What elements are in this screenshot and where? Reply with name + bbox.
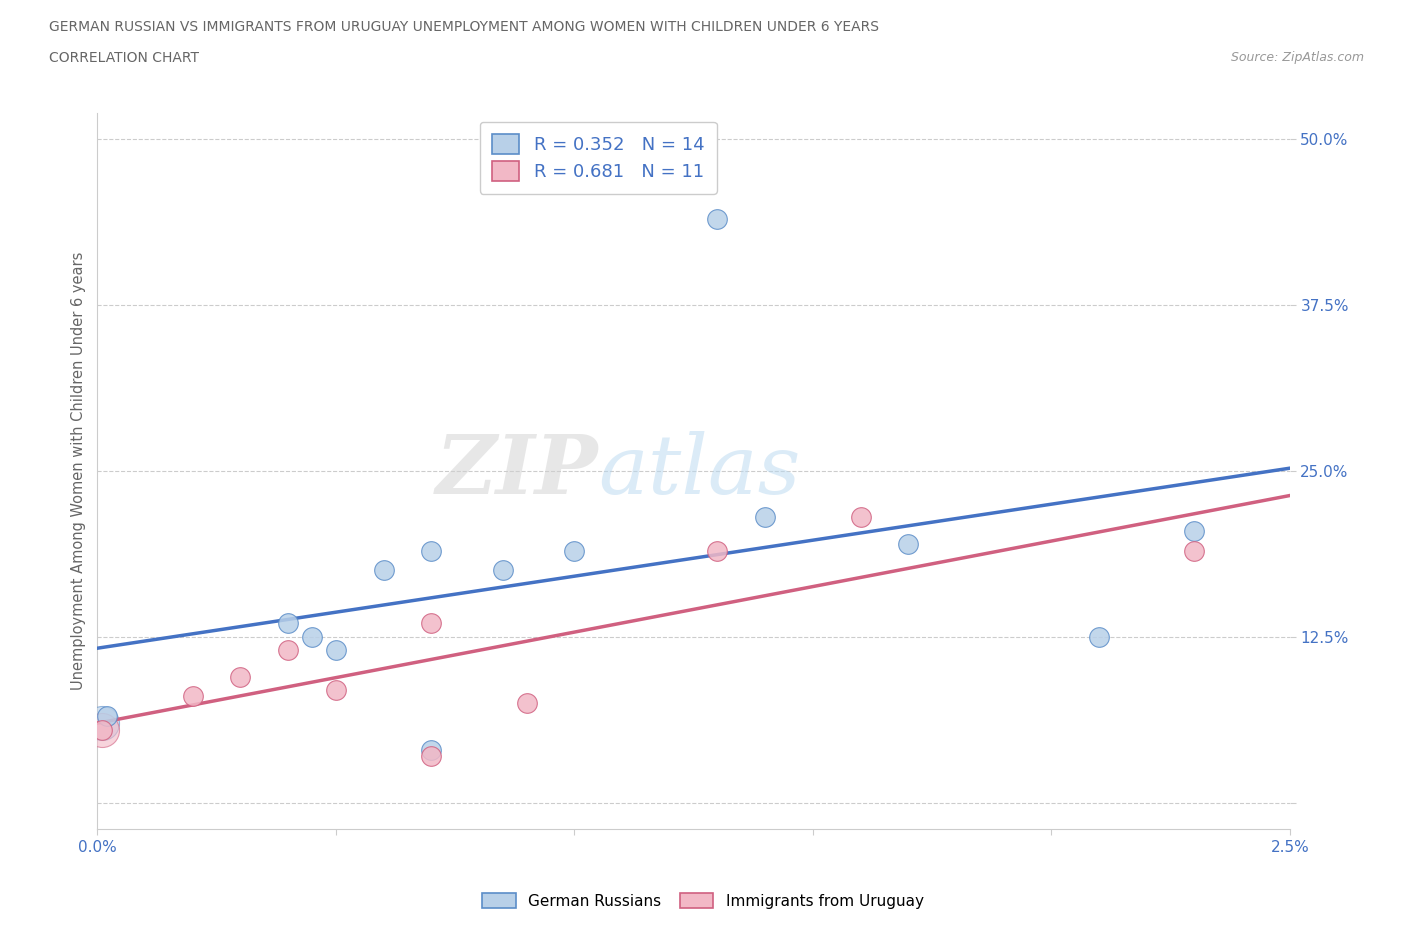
Point (91, 723, 114, 737)
Point (420, 616, 443, 631)
Point (91, 715, 114, 730)
Text: GERMAN RUSSIAN VS IMMIGRANTS FROM URUGUAY UNEMPLOYMENT AMONG WOMEN WITH CHILDREN: GERMAN RUSSIAN VS IMMIGRANTS FROM URUGUA… (49, 20, 879, 34)
Point (301, 630, 323, 644)
Legend: R = 0.352   N = 14, R = 0.681   N = 11: R = 0.352 N = 14, R = 0.681 N = 11 (479, 122, 717, 194)
Point (420, 742, 443, 757)
Point (564, 543, 586, 558)
Point (420, 749, 443, 764)
Text: ZIP: ZIP (436, 431, 598, 511)
Y-axis label: Unemployment Among Women with Children Under 6 years: Unemployment Among Women with Children U… (72, 252, 86, 690)
Point (1184, 524, 1206, 538)
Point (516, 696, 538, 711)
Text: atlas: atlas (598, 431, 800, 511)
Point (325, 683, 347, 698)
Point (277, 616, 299, 631)
Point (325, 643, 347, 658)
Point (229, 669, 252, 684)
Point (492, 563, 515, 578)
Text: CORRELATION CHART: CORRELATION CHART (49, 51, 200, 65)
Point (96, 709, 118, 724)
Point (706, 211, 728, 226)
Point (277, 643, 299, 658)
Legend: German Russians, Immigrants from Uruguay: German Russians, Immigrants from Uruguay (477, 887, 929, 915)
Point (1088, 630, 1111, 644)
Point (754, 510, 776, 525)
Point (706, 543, 728, 558)
Point (1184, 543, 1206, 558)
Point (181, 689, 204, 704)
Text: Source: ZipAtlas.com: Source: ZipAtlas.com (1230, 51, 1364, 64)
Point (91, 723, 114, 737)
Point (897, 537, 920, 551)
Point (849, 510, 872, 525)
Point (420, 543, 443, 558)
Point (373, 563, 395, 578)
